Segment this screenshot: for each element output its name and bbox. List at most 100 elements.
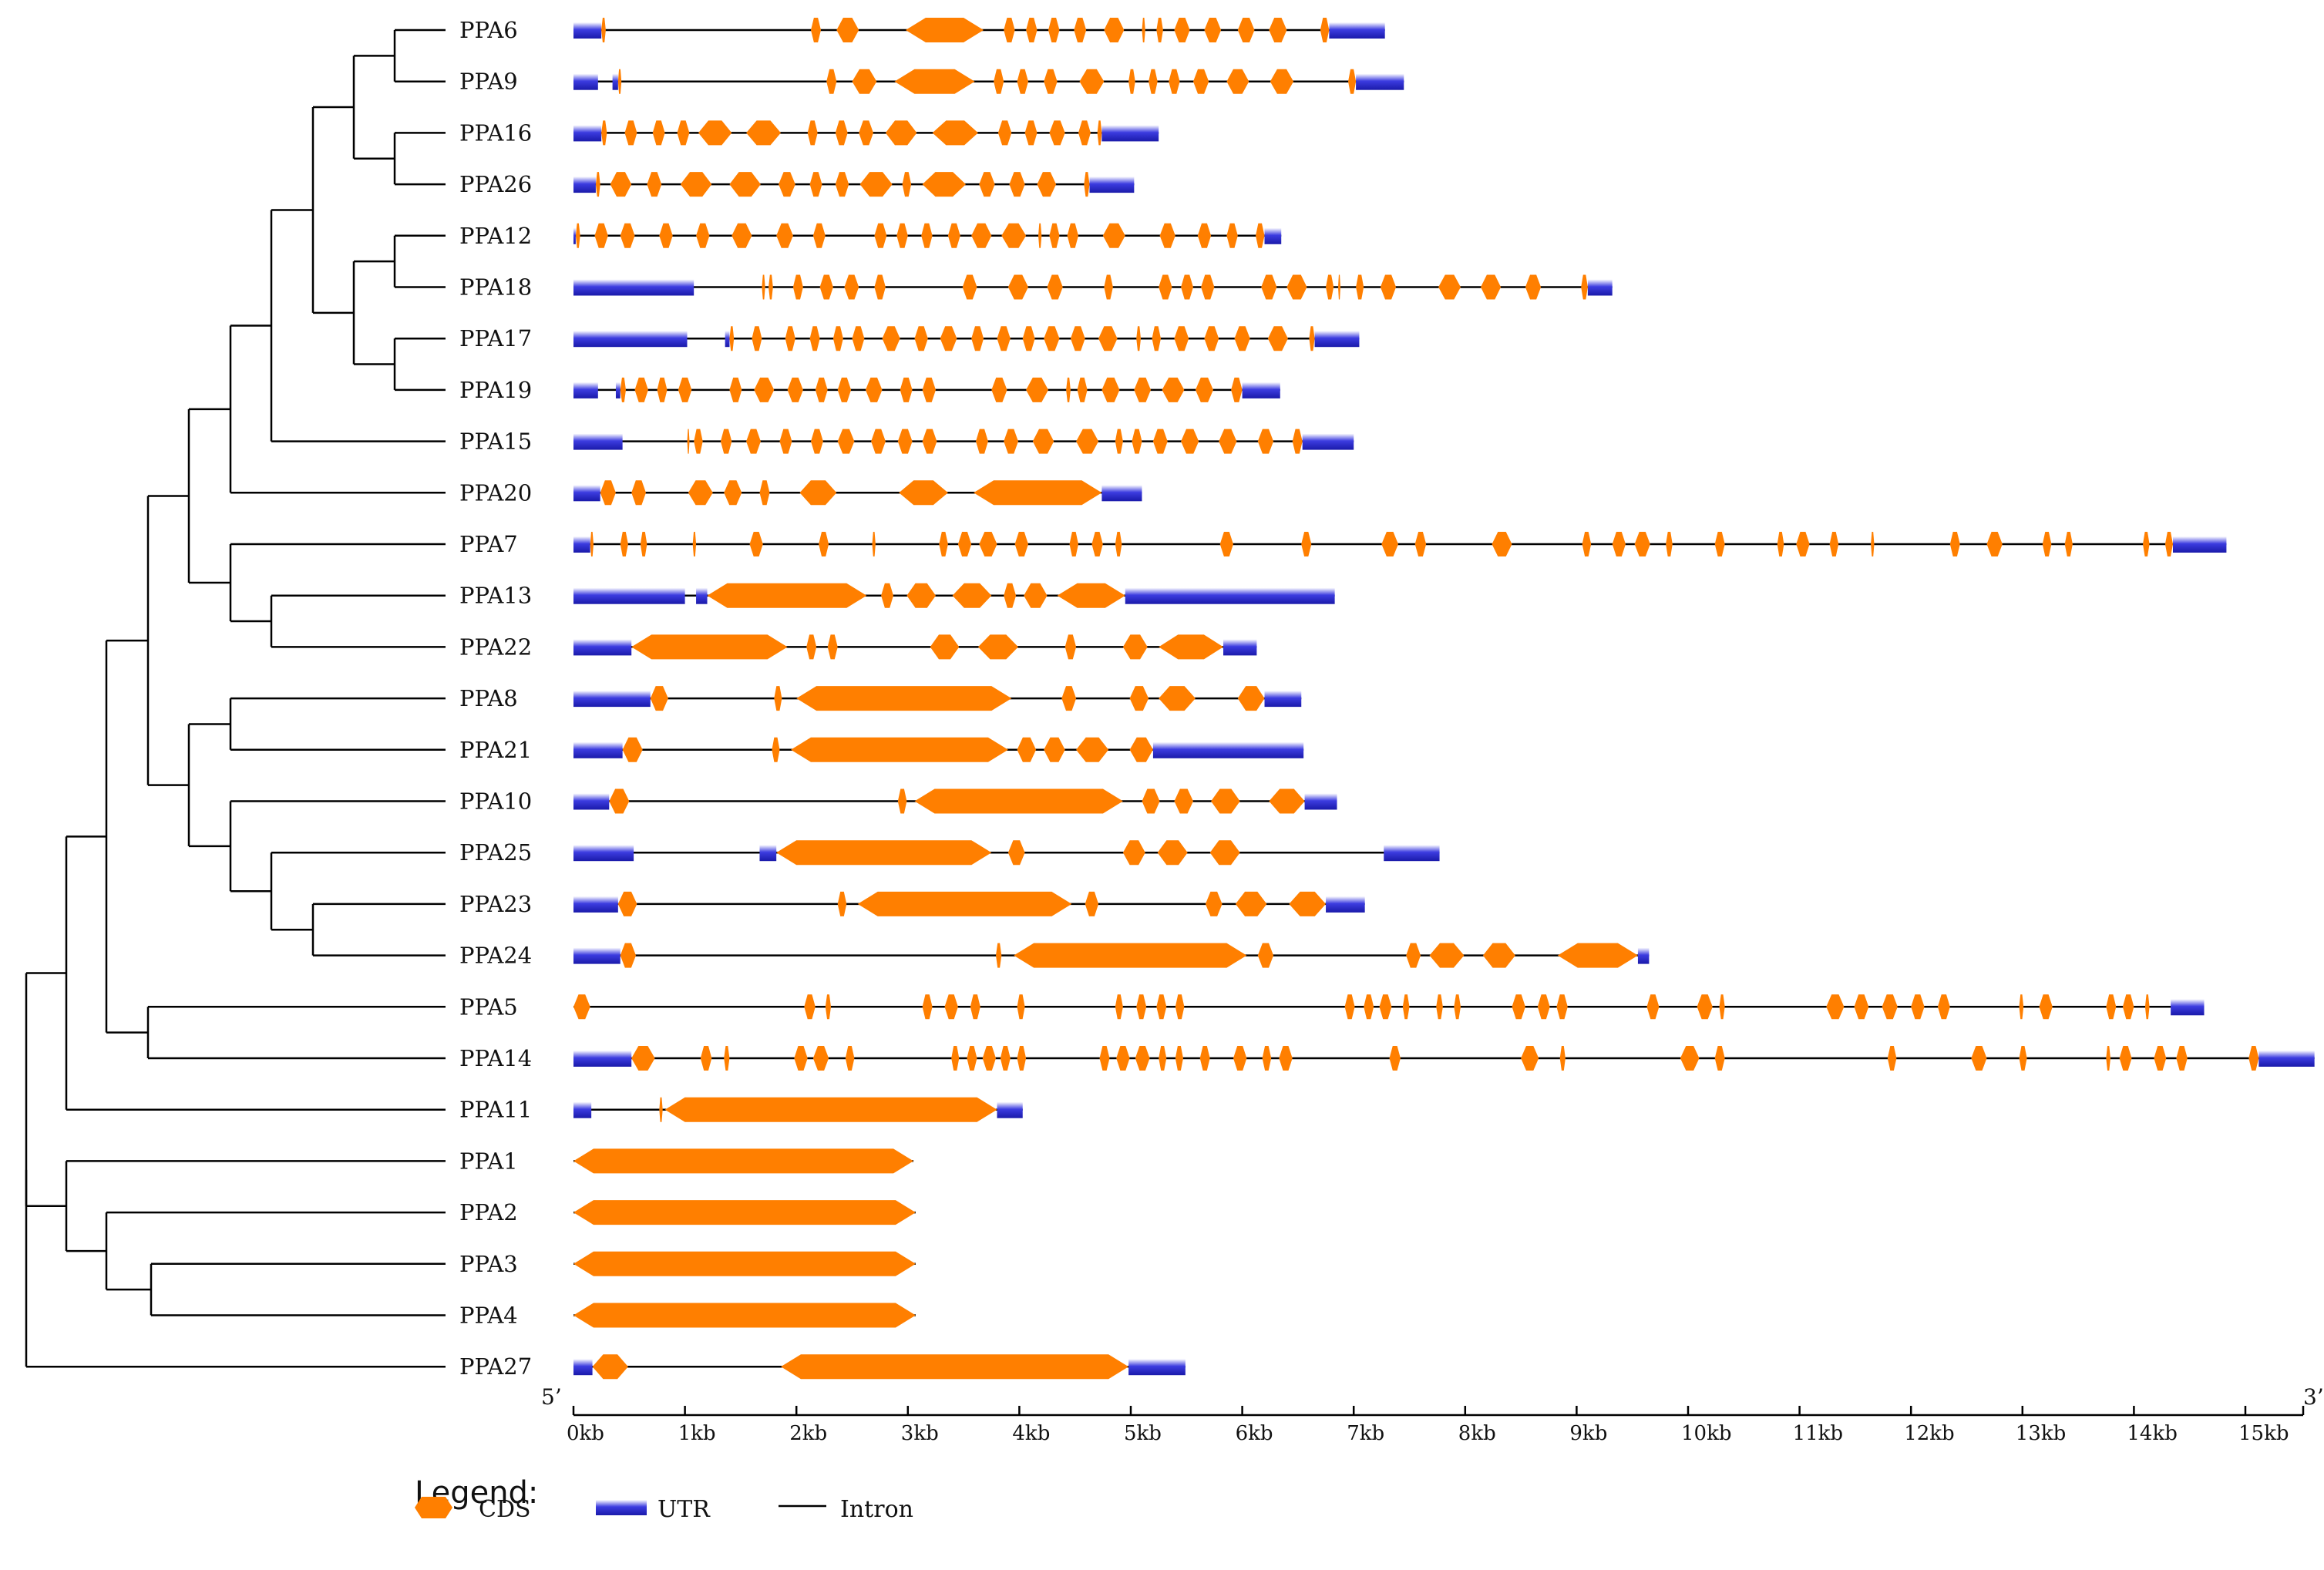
cds-exon xyxy=(1364,994,1374,1019)
gene-row xyxy=(573,69,1404,94)
cds-exon xyxy=(1149,69,1158,94)
cds-exon xyxy=(811,429,823,454)
cds-exon xyxy=(1153,429,1168,454)
gene-row xyxy=(573,172,1134,197)
cds-exon xyxy=(1268,326,1288,351)
cds-exon xyxy=(1777,532,1784,556)
cds-exon xyxy=(1635,532,1650,556)
cds-exon xyxy=(750,532,763,556)
cds-exon xyxy=(601,18,606,42)
cds-exon xyxy=(1071,326,1085,351)
cds-exon xyxy=(688,429,690,454)
axis-tick-label: 5kb xyxy=(1124,1422,1162,1445)
gene-label: PPA24 xyxy=(459,943,532,969)
cds-exon xyxy=(963,275,977,300)
cds-exon xyxy=(945,994,958,1019)
gene-row xyxy=(573,378,1280,402)
cds-exon xyxy=(1403,994,1410,1019)
utr-segment xyxy=(1089,176,1134,193)
cds-exon xyxy=(1008,840,1025,865)
cds-exon xyxy=(1159,1046,1166,1071)
utr-segment xyxy=(573,382,598,398)
utr-segment xyxy=(1356,74,1404,90)
cds-exon xyxy=(1142,18,1145,42)
cds-exon xyxy=(1613,532,1626,556)
cds-exon xyxy=(621,532,628,556)
cds-exon xyxy=(1309,326,1314,351)
cds-exon xyxy=(844,275,859,300)
utr-segment xyxy=(1588,280,1613,296)
axis-tick-label: 12kb xyxy=(1904,1422,1954,1445)
cds-exon xyxy=(696,224,709,248)
cds-exon xyxy=(2065,532,2073,556)
cds-exon xyxy=(752,326,762,351)
cds-exon xyxy=(810,172,822,197)
cds-exon xyxy=(573,994,590,1019)
cds-exon xyxy=(1381,532,1398,556)
cds-exon xyxy=(1068,224,1078,248)
cds-exon xyxy=(1406,943,1421,968)
gene-label: PPA20 xyxy=(459,479,532,506)
cds-exon xyxy=(906,18,984,42)
cds-exon xyxy=(951,1046,959,1071)
gene-label: PPA15 xyxy=(459,429,532,455)
cds-exon xyxy=(930,634,960,659)
cds-exon xyxy=(1380,994,1392,1019)
axis-start-label: 5’ xyxy=(541,1384,562,1410)
axis-tick-label: 0kb xyxy=(567,1422,604,1445)
cds-exon xyxy=(811,18,821,42)
cds-exon xyxy=(573,1200,916,1225)
cds-exon xyxy=(939,532,948,556)
cds-exon xyxy=(1115,532,1122,556)
cds-exon xyxy=(886,120,917,145)
cds-exon xyxy=(1038,224,1041,248)
cds-exon xyxy=(2143,532,2150,556)
cds-exon xyxy=(915,326,928,351)
cds-exon xyxy=(1065,634,1076,659)
gene-label: PPA18 xyxy=(459,274,532,301)
cds-exon xyxy=(899,480,948,505)
cds-exon xyxy=(1436,994,1443,1019)
cds-exon xyxy=(769,275,773,300)
cds-exon xyxy=(1098,326,1118,351)
cds-exon xyxy=(729,378,742,402)
cds-exon xyxy=(1115,994,1123,1019)
cds-exon xyxy=(1348,69,1356,94)
cds-exon xyxy=(1078,120,1091,145)
gene-row xyxy=(573,1148,913,1173)
cds-exon xyxy=(1023,326,1035,351)
cds-exon xyxy=(1256,224,1265,248)
cds-exon xyxy=(746,429,761,454)
cds-exon xyxy=(2145,994,2150,1019)
cds-exon xyxy=(1038,172,1057,197)
cds-exon xyxy=(1345,994,1355,1019)
axis-tick-label: 8kb xyxy=(1458,1422,1496,1445)
cds-exon xyxy=(1438,275,1461,300)
cds-exon xyxy=(794,1046,807,1071)
cds-exon xyxy=(1200,1046,1210,1071)
cds-exon xyxy=(853,69,877,94)
cds-exon xyxy=(1014,943,1246,968)
cds-exon xyxy=(1181,429,1199,454)
gene-row xyxy=(573,18,1385,42)
utr-segment xyxy=(616,382,621,398)
utr-segment xyxy=(573,896,618,913)
cds-exon xyxy=(967,1046,977,1071)
cds-exon xyxy=(1198,224,1211,248)
cds-exon xyxy=(1270,69,1293,94)
cds-exon xyxy=(1104,275,1113,300)
cds-exon xyxy=(858,892,1072,916)
cds-exon xyxy=(1538,994,1550,1019)
cds-exon xyxy=(1338,275,1340,300)
cds-exon xyxy=(1830,532,1839,556)
cds-exon xyxy=(828,634,838,659)
utr-segment xyxy=(573,588,685,604)
cds-exon xyxy=(659,1098,662,1122)
cds-exon xyxy=(881,583,893,608)
gene-label: PPA6 xyxy=(459,17,518,43)
cds-exon xyxy=(1136,326,1141,351)
cds-exon xyxy=(1697,994,1713,1019)
cds-exon xyxy=(853,326,865,351)
utr-segment xyxy=(1315,331,1360,347)
gene-row xyxy=(573,429,1354,454)
